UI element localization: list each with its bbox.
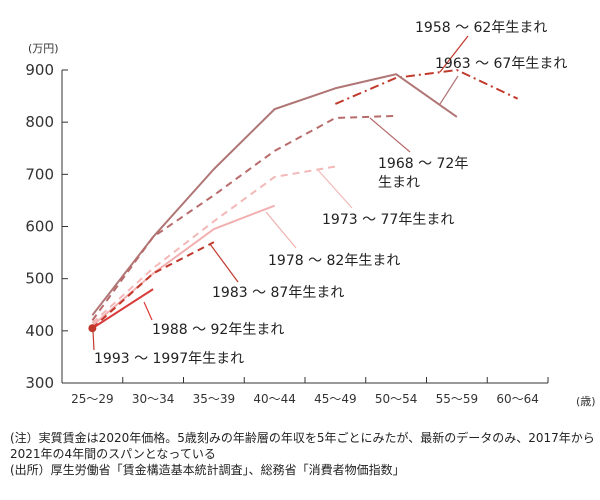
note-text: (注）実質賃金は2020年価格。5歳刻みの年齢層の年収を5年ごとにみたが、最新の…	[10, 431, 595, 461]
series-label: 1973 ～ 77年生まれ	[322, 212, 454, 228]
series-label: 1968 ～ 72年生まれ	[378, 156, 468, 191]
x-tick-label: 25～29	[71, 392, 114, 406]
x-tick-label: 30～34	[132, 392, 175, 406]
y-tick-label: 300	[25, 374, 54, 392]
series-label: 1993 ～ 1997年生まれ	[94, 351, 244, 367]
series-leader-line	[369, 117, 411, 153]
x-tick-label: 45～49	[314, 392, 357, 406]
x-tick-label: 35～39	[193, 392, 236, 406]
axes: 300 400 500 600 700 800 900 25～29 30～34 35～39 40～4…	[25, 61, 549, 406]
series-line	[91, 114, 397, 321]
series-label: 1963 ～ 67年生まれ	[435, 56, 567, 72]
y-tick-label: 800	[25, 113, 54, 131]
series-line	[91, 204, 275, 327]
series-leader-line	[439, 35, 469, 73]
series-label: 1978 ～ 82年生まれ	[268, 253, 400, 269]
series-line	[334, 69, 519, 105]
series-label: 1983 ～ 87年生まれ	[212, 285, 344, 301]
x-tick-label: 50～54	[375, 392, 418, 406]
series-leader-line	[143, 301, 153, 321]
series-line	[91, 73, 458, 316]
series-labels: 1958 ～ 62年生まれ 1963 ～ 67年生まれ 1968 ～ 72年生まれ 1…	[92, 20, 567, 367]
series-label: 1988 ～ 92年生まれ	[152, 322, 284, 338]
y-tick-label: 900	[25, 61, 54, 79]
series-leader-line	[265, 211, 297, 249]
x-tick-label: 60～64	[496, 392, 539, 406]
y-tick-label: 700	[25, 165, 54, 183]
y-tick-label: 500	[25, 270, 54, 288]
series-line	[91, 241, 215, 329]
y-tick-label: 600	[25, 218, 54, 236]
series-leader-line	[92, 330, 95, 351]
notes: (注）実質賃金は2020年価格。5歳刻みの年齢層の年収を5年ごとにみたが、最新の…	[10, 430, 595, 478]
series-leader-line	[209, 243, 239, 283]
x-tick-label: 40～44	[253, 392, 296, 406]
series-leader-line	[317, 169, 353, 209]
line-chart: (万円) (歳) 300 400 500 600 700 800 900 25～29 30～34…	[25, 20, 596, 408]
series-point	[88, 324, 97, 333]
source-text: (出所）厚生労働省「賃金構造基本統計調査」、総務省「消費者物価指数」	[10, 463, 405, 477]
x-tick-label: 55～59	[436, 392, 479, 406]
series-label: 1958 ～ 62年生まれ	[415, 20, 547, 36]
series-line	[91, 165, 336, 324]
y-unit-label: (万円)	[28, 42, 59, 55]
x-unit-label: (歳)	[576, 395, 596, 408]
series-line	[91, 288, 154, 330]
y-tick-label: 400	[25, 322, 54, 340]
series-leader-line	[439, 75, 459, 105]
series-lines	[88, 69, 519, 333]
